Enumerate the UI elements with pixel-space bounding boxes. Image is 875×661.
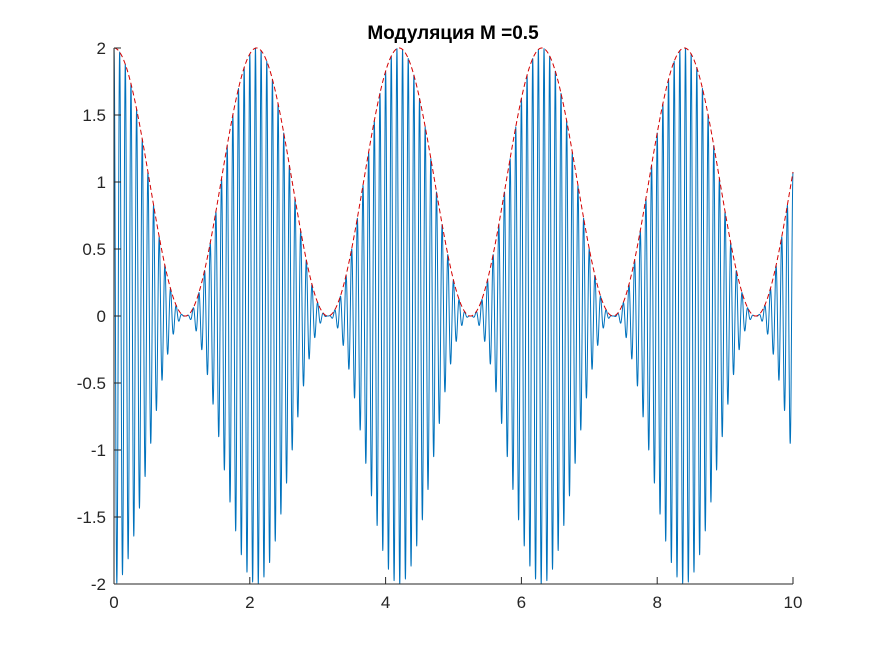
series-layer: [113, 47, 794, 585]
y-tick-label: 0: [97, 307, 106, 326]
y-tick-label: -2: [91, 575, 106, 594]
x-tick-label: 8: [652, 593, 661, 612]
x-tick-label: 6: [517, 593, 526, 612]
chart-title: Модуляция M =0.5: [367, 23, 539, 44]
ticks-layer: 0 2 4 6 8 10 2 1.5 1 0.5 0 -0.5 -1 -1.5 -2: [77, 39, 803, 612]
y-tick-label: 0.5: [82, 240, 106, 259]
series-line-envelope: [113, 47, 794, 317]
y-tick-label: 2: [97, 39, 106, 58]
plot-area: [114, 48, 793, 584]
y-tick-label: -1.5: [77, 508, 106, 527]
y-tick-label: 1.5: [82, 106, 106, 125]
x-tick-label: 4: [381, 593, 390, 612]
y-tick-label: -1: [91, 441, 106, 460]
x-tick-label: 2: [245, 593, 254, 612]
x-tick-label: 10: [784, 593, 803, 612]
y-tick-label: 1: [97, 173, 106, 192]
y-tick-label: -0.5: [77, 374, 106, 393]
x-tick-label: 0: [109, 593, 118, 612]
